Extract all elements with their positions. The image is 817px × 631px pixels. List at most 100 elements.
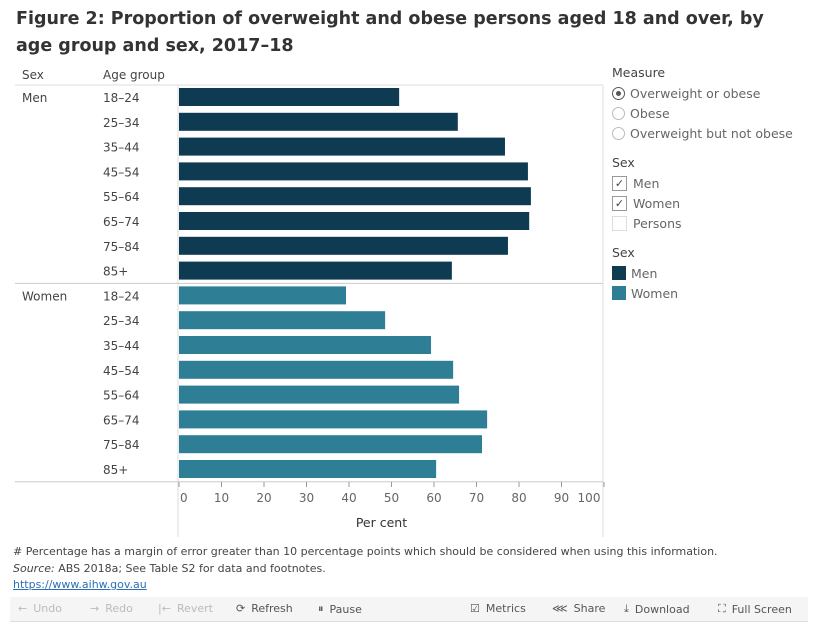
checkbox-icon[interactable] [612,215,627,231]
x-tick-label: 90 [554,491,569,505]
pause-label: Pause [329,602,362,616]
measure-option[interactable]: Obese [612,103,793,123]
color-legend-item: Men [612,263,793,283]
undo-button[interactable]: ← Undo [18,602,62,615]
bar [179,360,454,379]
group-label: Women [22,289,67,303]
category-label: 75–84 [103,438,140,452]
measure-option-label: Obese [630,105,670,121]
bar [179,212,530,230]
measure-title: Measure [612,65,666,80]
category-label: 25–34 [103,116,140,130]
download-button[interactable]: ⤓ Download [624,602,690,616]
checkbox-icon[interactable]: ✓ [612,175,627,191]
revert-label: Revert [176,602,213,615]
share-button[interactable]: ⋘ Share [552,602,605,615]
x-tick-label: 20 [256,491,271,505]
x-tick-label: 50 [384,491,399,505]
checkbox-icon[interactable]: ✓ [612,195,627,211]
color-swatch [612,286,626,300]
x-tick-label: 60 [426,491,441,505]
sex-filter-title: Sex [612,155,635,170]
refresh-icon: ⟳ [236,602,246,615]
sex-filter-label: Women [633,195,681,211]
pause-icon: ⏸ [318,602,324,615]
undo-label: Undo [33,602,62,615]
share-label: Share [573,602,606,615]
category-label: 55–64 [103,190,140,204]
redo-button[interactable]: → Redo [90,602,133,615]
bar [179,311,386,330]
redo-label: Redo [105,602,133,615]
color-legend-label: Women [631,285,679,301]
footnote: # Percentage has a margin of error great… [13,545,718,558]
bar [179,286,347,305]
bar [179,435,483,454]
bar [179,236,508,255]
x-axis-label: Per cent [356,515,407,530]
x-tick-label: 10 [214,491,229,505]
toolbar: ← Undo → Redo |← Revert ⟳ Refresh ⏸ Pause ☑ Me… [10,597,808,622]
category-label: 25–34 [103,314,140,328]
category-label: 45–54 [103,165,140,179]
category-label: 35–44 [103,141,140,155]
color-legend-title: Sex [612,245,635,260]
fullscreen-button[interactable]: ⛶ Full Screen [718,602,792,616]
measure-option[interactable]: Overweight but not obese [612,123,793,143]
sex-filter-option[interactable]: Persons [612,213,793,233]
refresh-label: Refresh [251,602,293,615]
x-tick-label: 30 [299,491,314,505]
fullscreen-icon: ⛶ [718,602,726,615]
source-label: Source: [13,562,55,575]
x-tick-label: 40 [341,491,356,505]
category-label: 65–74 [103,215,140,229]
arrow-left-icon: ← [18,602,28,615]
category-label: 55–64 [103,389,140,403]
sex-filter-option[interactable]: ✓ Women [612,193,793,213]
revert-icon: |← [158,602,171,615]
share-icon: ⋘ [552,602,568,615]
bar [179,410,488,429]
sex-filter-option[interactable]: ✓ Men [612,173,793,193]
revert-button[interactable]: |← Revert [158,602,213,615]
row-header-sex: Sex [22,68,44,82]
bar [179,137,505,156]
bar-chart: Sex Age group Men 18–24 25–34 35–44 45–54 55–64… [15,68,605,537]
pause-button[interactable]: ⏸ Pause [318,602,362,616]
category-label: 85+ [103,265,128,279]
download-icon: ⤓ [624,602,629,615]
radio-icon[interactable] [612,86,625,100]
bar [179,187,531,206]
measure-option[interactable]: Overweight or obese [612,83,793,103]
category-label: 75–84 [103,240,140,254]
color-legend-label: Men [631,265,658,281]
measure-option-label: Overweight but not obese [630,125,793,141]
source-line: Source: ABS 2018a; See Table S2 for data… [13,562,326,575]
fullscreen-label: Full Screen [731,602,792,616]
radio-icon[interactable] [612,126,625,140]
aihw-link[interactable]: https://www.aihw.gov.au [13,578,147,591]
category-label: 18–24 [103,289,140,303]
bar [179,385,460,404]
chart-title: Figure 2: Proportion of overweight and o… [16,9,764,56]
refresh-button[interactable]: ⟳ Refresh [236,602,293,615]
bar [179,112,458,131]
bar [179,162,528,181]
category-label: 18–24 [103,91,140,105]
group-label: Men [22,91,47,105]
x-tick-label: 0 [180,491,188,505]
color-swatch [612,266,626,280]
bar [179,261,452,280]
metrics-button[interactable]: ☑ Metrics [470,602,526,615]
x-tick-label: 70 [469,491,484,505]
category-label: 45–54 [103,364,140,378]
bar [179,460,437,478]
source-text: ABS 2018a; See Table S2 for data and foo… [54,562,326,575]
x-tick-label: 100 [578,491,601,505]
category-label: 85+ [103,463,128,477]
legend-panel: Measure Overweight or obese Obese Overweig… [612,65,793,303]
sex-filter-label: Men [633,175,660,191]
arrow-right-icon: → [90,602,100,615]
radio-icon[interactable] [612,106,625,120]
measure-option-label: Overweight or obese [630,85,761,101]
